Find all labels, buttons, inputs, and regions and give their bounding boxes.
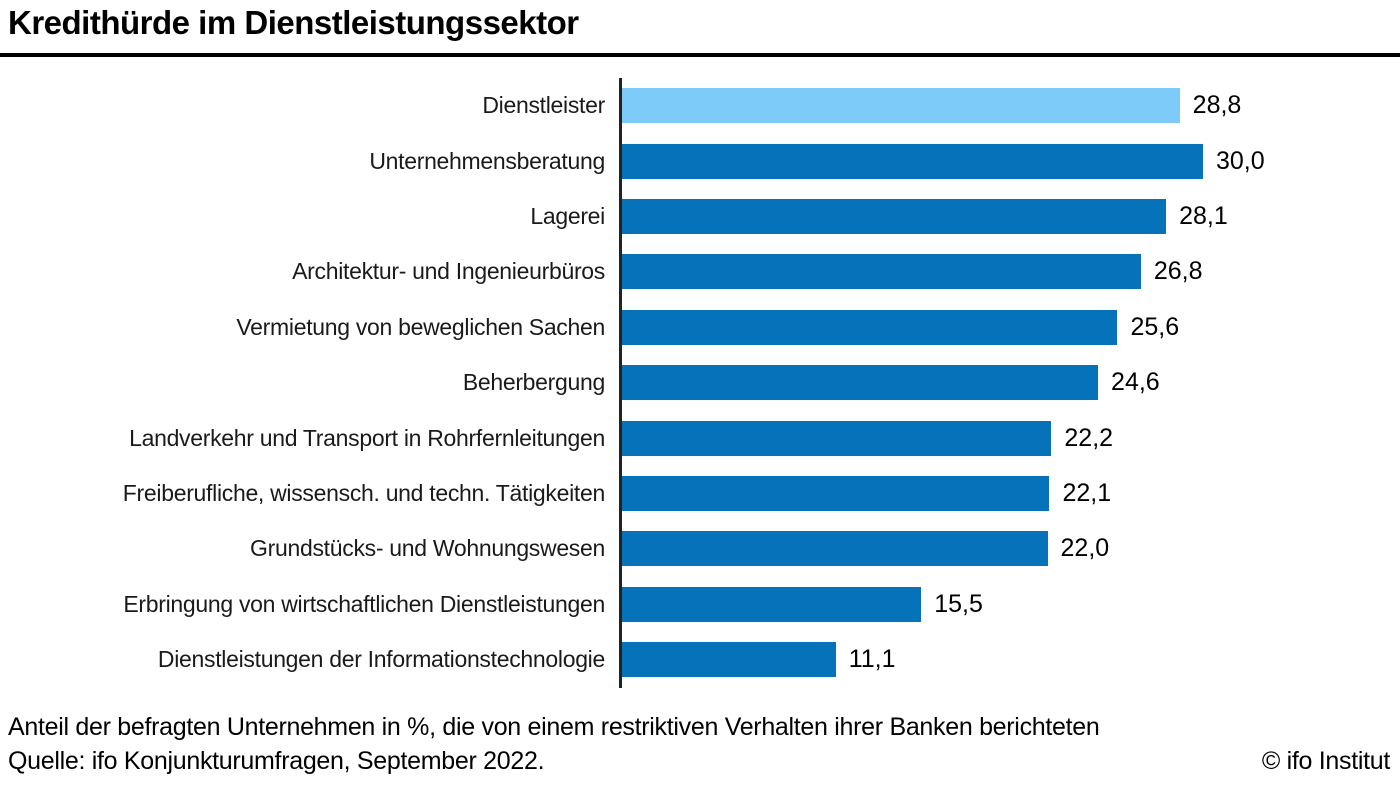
bar-row: Dienstleistungen der Informationstechnol… xyxy=(0,632,1400,687)
value-label: 28,1 xyxy=(1179,201,1228,230)
title-divider-rule xyxy=(0,53,1400,57)
category-label: Lagerei xyxy=(530,202,605,229)
value-label: 24,6 xyxy=(1111,368,1160,397)
value-label: 26,8 xyxy=(1153,257,1203,286)
bar-track: 15,5 xyxy=(620,586,1400,622)
bar-track: 22,1 xyxy=(620,475,1400,511)
bar-track: 26,8 xyxy=(620,254,1400,290)
category-label: Erbringung von wirtschaftlichen Dienstle… xyxy=(123,590,605,617)
bar xyxy=(620,531,1048,567)
bar xyxy=(620,143,1203,179)
chart-footnote: Anteil der befragten Unternehmen in %, d… xyxy=(8,713,1100,741)
value-label: 11,1 xyxy=(848,645,896,674)
category-label: Landverkehr und Transport in Rohrfernlei… xyxy=(129,424,605,451)
value-label: 22,0 xyxy=(1060,534,1110,563)
y-axis-line xyxy=(619,78,622,688)
value-label: 25,6 xyxy=(1130,312,1180,341)
bar xyxy=(620,420,1052,456)
bar-row: Grundstücks- und Wohnungswesen 22,0 xyxy=(0,521,1400,576)
category-label: Grundstücks- und Wohnungswesen xyxy=(250,535,605,562)
bar-track: 11,1 xyxy=(620,642,1400,678)
value-label: 28,8 xyxy=(1192,91,1242,120)
bar xyxy=(620,254,1141,290)
bar-row: Lagerei 28,1 xyxy=(0,189,1400,244)
category-label: Dienstleister xyxy=(482,92,605,119)
copyright-note: © ifo Institut xyxy=(1261,747,1390,775)
value-label: 15,5 xyxy=(934,589,983,618)
bar-track: 25,6 xyxy=(620,309,1400,345)
category-label: Vermietung von beweglichen Sachen xyxy=(236,313,605,340)
bar xyxy=(620,475,1050,511)
category-label: Dienstleistungen der Informationstechnol… xyxy=(157,646,605,673)
category-label: Freiberufliche, wissensch. und techn. Tä… xyxy=(122,479,606,506)
bar xyxy=(620,642,836,678)
category-label: Beherbergung xyxy=(462,369,605,396)
bar-row: Erbringung von wirtschaftlichen Dienstle… xyxy=(0,577,1400,632)
value-label: 22,2 xyxy=(1064,423,1114,452)
bar-row: Vermietung von beweglichen Sachen 25,6 xyxy=(0,300,1400,355)
bar xyxy=(620,586,922,622)
value-label: 30,0 xyxy=(1216,146,1265,175)
category-label: Architektur- und Ingenieurbüros xyxy=(292,258,605,285)
bar-track: 28,8 xyxy=(620,88,1400,124)
bar xyxy=(620,309,1118,345)
bar xyxy=(620,198,1167,234)
bar-row: Dienstleister 28,8 xyxy=(0,78,1400,133)
bar-row: Beherbergung 24,6 xyxy=(0,355,1400,410)
bar xyxy=(620,365,1099,401)
category-label: Unternehmensberatung xyxy=(369,147,605,174)
bar-track: 24,6 xyxy=(620,365,1400,401)
bar-row: Landverkehr und Transport in Rohrfernlei… xyxy=(0,410,1400,465)
bar-row: Freiberufliche, wissensch. und techn. Tä… xyxy=(0,466,1400,521)
bar-plot-area: Dienstleister 28,8 Unternehmensberatung 30,… xyxy=(0,78,1400,688)
bar xyxy=(620,88,1180,124)
value-label: 22,1 xyxy=(1062,478,1112,507)
source-note: Quelle: ifo Konjunkturumfragen, Septembe… xyxy=(8,747,545,775)
chart-title: Kredithürde im Dienstleistungssektor xyxy=(8,4,579,41)
bar-track: 22,2 xyxy=(620,420,1400,456)
bar-track: 30,0 xyxy=(620,143,1400,179)
bar-track: 22,0 xyxy=(620,531,1400,567)
bar-row: Unternehmensberatung 30,0 xyxy=(0,133,1400,188)
bar-track: 28,1 xyxy=(620,198,1400,234)
bar-row: Architektur- und Ingenieurbüros 26,8 xyxy=(0,244,1400,299)
